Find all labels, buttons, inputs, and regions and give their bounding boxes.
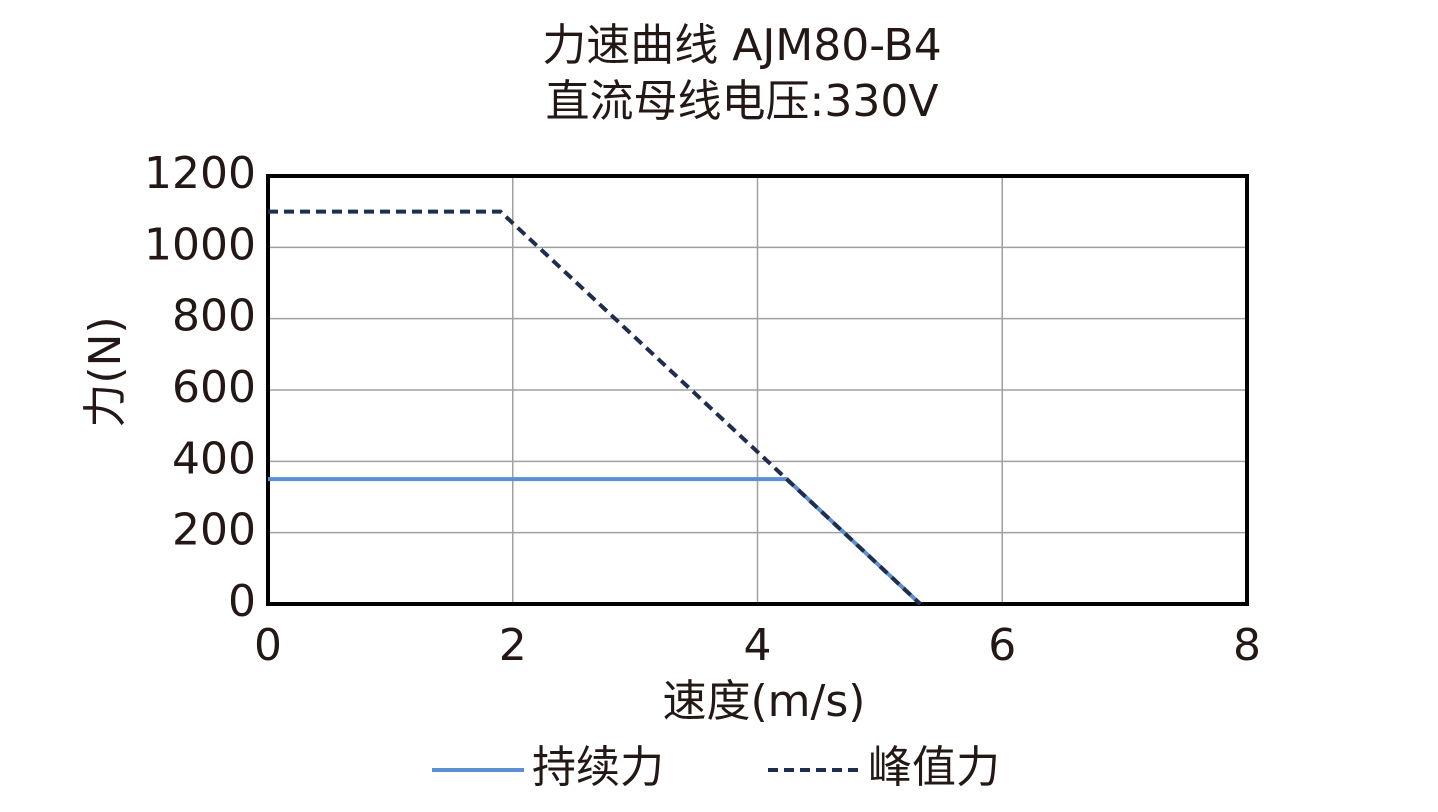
legend-label: 峰值力 bbox=[868, 742, 1000, 793]
x-tick-label: 6 bbox=[988, 620, 1016, 671]
y-tick-label: 800 bbox=[172, 291, 256, 342]
data-line bbox=[268, 477, 922, 606]
x-tick-label: 0 bbox=[254, 620, 282, 671]
chart-title: 力速曲线 AJM80-B4 bbox=[542, 20, 942, 71]
y-tick-label: 600 bbox=[172, 362, 256, 413]
y-tick-label: 0 bbox=[228, 576, 256, 627]
x-tick-label: 8 bbox=[1233, 620, 1261, 671]
legend-label: 持续力 bbox=[532, 742, 664, 793]
x-tick-label: 2 bbox=[499, 620, 527, 671]
y-axis-label: 力(N) bbox=[80, 316, 131, 427]
y-tick-label: 1200 bbox=[144, 148, 256, 199]
plot-frame bbox=[266, 174, 1249, 606]
chart-subtitle: 直流母线电压:330V bbox=[546, 76, 939, 127]
y-tick-label: 200 bbox=[172, 505, 256, 556]
x-tick-label: 4 bbox=[744, 620, 772, 671]
data-line bbox=[268, 209, 922, 606]
x-axis-label: 速度(m/s) bbox=[663, 676, 866, 727]
y-tick-label: 1000 bbox=[144, 219, 256, 270]
y-tick-label: 400 bbox=[172, 433, 256, 484]
